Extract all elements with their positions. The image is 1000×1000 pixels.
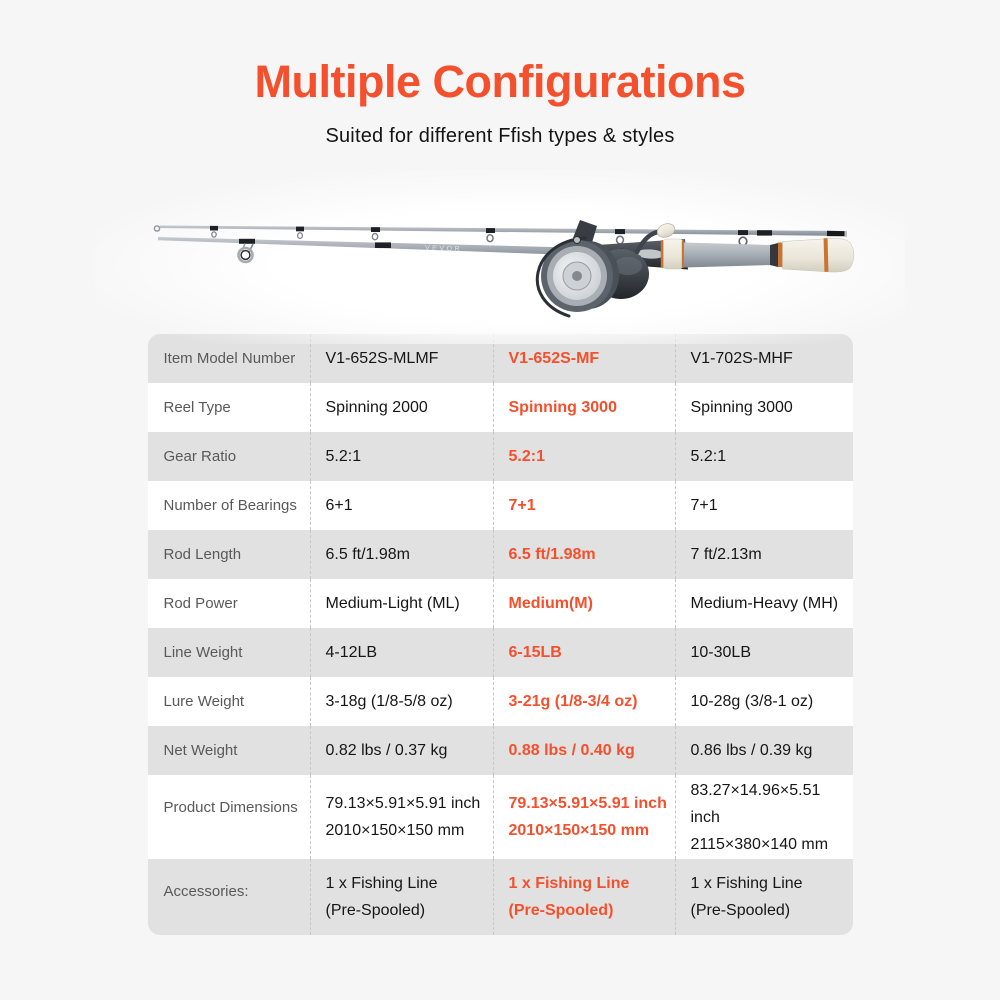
row-label: Number of Bearings xyxy=(163,497,297,515)
cell-value: 0.86 lbs / 0.39 kg xyxy=(674,726,853,776)
rod-tip-section xyxy=(153,225,847,247)
butt-grip xyxy=(782,238,855,273)
cell-value: Spinning 3000 xyxy=(674,383,853,433)
table-row-net-weight: Net Weight 0.82 lbs / 0.37 kg 0.88 lbs /… xyxy=(147,726,853,776)
rod-tip-top-guide-icon xyxy=(153,225,161,233)
cell-value-highlighted: 1 x Fishing Line (Pre-Spooled) xyxy=(492,859,675,936)
cell-value: V1-702S-MHF xyxy=(674,334,853,384)
cell-value: 6+1 xyxy=(309,481,493,531)
table-row-rod-length: Rod Length 6.5 ft/1.98m 6.5 ft/1.98m 7 f… xyxy=(147,530,853,580)
cell-value: 5.2:1 xyxy=(309,432,493,482)
cell-value-highlighted: Spinning 3000 xyxy=(492,383,675,433)
row-label: Net Weight xyxy=(163,742,238,760)
foregrip xyxy=(660,239,685,270)
cell-value-highlighted: Medium(M) xyxy=(492,579,675,629)
row-label: Rod Power xyxy=(163,595,238,613)
rod-butt-section: VEVOR xyxy=(158,237,855,273)
cell-value: 79.13×5.91×5.91 inch 2010×150×150 mm xyxy=(309,775,493,860)
hero-section: Multiple Configurations Suited for diffe… xyxy=(0,0,1000,148)
table-row-product-dimensions: Product Dimensions 79.13×5.91×5.91 inch … xyxy=(147,775,853,860)
row-label: Lure Weight xyxy=(163,693,245,711)
cell-value-highlighted: 7+1 xyxy=(492,481,675,531)
cell-value: V1-652S-MLMF xyxy=(309,334,493,384)
cell-value-highlighted: 0.88 lbs / 0.40 kg xyxy=(492,726,675,776)
table-row-number-of-bearings: Number of Bearings 6+1 7+1 7+1 xyxy=(147,481,853,531)
cell-value: 10-30LB xyxy=(674,628,853,678)
rod-stripper-guide-icon xyxy=(237,239,255,264)
spinning-reel xyxy=(535,220,676,318)
cell-value-highlighted: 6.5 ft/1.98m xyxy=(492,530,675,580)
cell-value-highlighted: 79.13×5.91×5.91 inch 2010×150×150 mm xyxy=(492,775,675,860)
row-label: Line Weight xyxy=(163,644,243,662)
cell-value: 83.27×14.96×5.51 inch 2115×380×140 mm xyxy=(674,775,853,860)
cell-value-highlighted: 3-21g (1/8-3/4 oz) xyxy=(492,677,675,727)
row-label: Item Model Number xyxy=(163,350,296,368)
table-row-gear-ratio: Gear Ratio 5.2:1 5.2:1 5.2:1 xyxy=(147,432,853,482)
fishing-rod-combo-graphic: VEVOR xyxy=(153,220,855,318)
row-label: Accessories: xyxy=(163,883,249,901)
table-row-rod-power: Rod Power Medium-Light (ML) Medium(M) Me… xyxy=(147,579,853,629)
rod-guides-upper xyxy=(210,226,748,247)
cell-value: 3-18g (1/8-5/8 oz) xyxy=(309,677,493,727)
table-row-reel-type: Reel Type Spinning 2000 Spinning 3000 Sp… xyxy=(147,383,853,433)
cell-value: Medium-Light (ML) xyxy=(309,579,493,629)
cell-value: 0.82 lbs / 0.37 kg xyxy=(309,726,493,776)
cell-value-highlighted: 6-15LB xyxy=(492,628,675,678)
row-label: Gear Ratio xyxy=(163,448,237,466)
cell-value: 10-28g (3/8-1 oz) xyxy=(674,677,853,727)
row-label: Rod Length xyxy=(163,546,242,564)
rod-brand-text: VEVOR xyxy=(425,245,462,253)
table-row-line-weight: Line Weight 4-12LB 6-15LB 10-30LB xyxy=(147,628,853,678)
cell-value-highlighted: V1-652S-MF xyxy=(492,334,675,384)
reel-handle-knob xyxy=(656,223,676,238)
cell-value: Spinning 2000 xyxy=(309,383,493,433)
row-label: Product Dimensions xyxy=(163,799,298,817)
page-subtitle: Suited for different Ffish types & style… xyxy=(325,125,675,148)
page-title: Multiple Configurations xyxy=(254,56,746,107)
cell-value: 7 ft/2.13m xyxy=(674,530,853,580)
cell-value: 1 x Fishing Line (Pre-Spooled) xyxy=(674,859,853,936)
table-row-accessories: Accessories: 1 x Fishing Line (Pre-Spool… xyxy=(147,859,853,936)
row-label: Reel Type xyxy=(163,399,231,417)
cell-value-highlighted: 5.2:1 xyxy=(492,432,675,482)
cell-value: 7+1 xyxy=(674,481,853,531)
cell-value: Medium-Heavy (MH) xyxy=(674,579,853,629)
product-image: VEVOR xyxy=(95,170,905,345)
table-row-lure-weight: Lure Weight 3-18g (1/8-5/8 oz) 3-21g (1/… xyxy=(147,677,853,727)
reel-spool xyxy=(541,240,613,313)
cell-value: 1 x Fishing Line (Pre-Spooled) xyxy=(309,859,493,936)
cell-value: 5.2:1 xyxy=(674,432,853,482)
reel-bail-wire xyxy=(535,236,587,318)
cell-value: 4-12LB xyxy=(309,628,493,678)
cell-value: 6.5 ft/1.98m xyxy=(309,530,493,580)
spec-comparison-table: Item Model Number V1-652S-MLMF V1-652S-M… xyxy=(147,334,853,936)
reel-line-roller xyxy=(573,236,581,245)
